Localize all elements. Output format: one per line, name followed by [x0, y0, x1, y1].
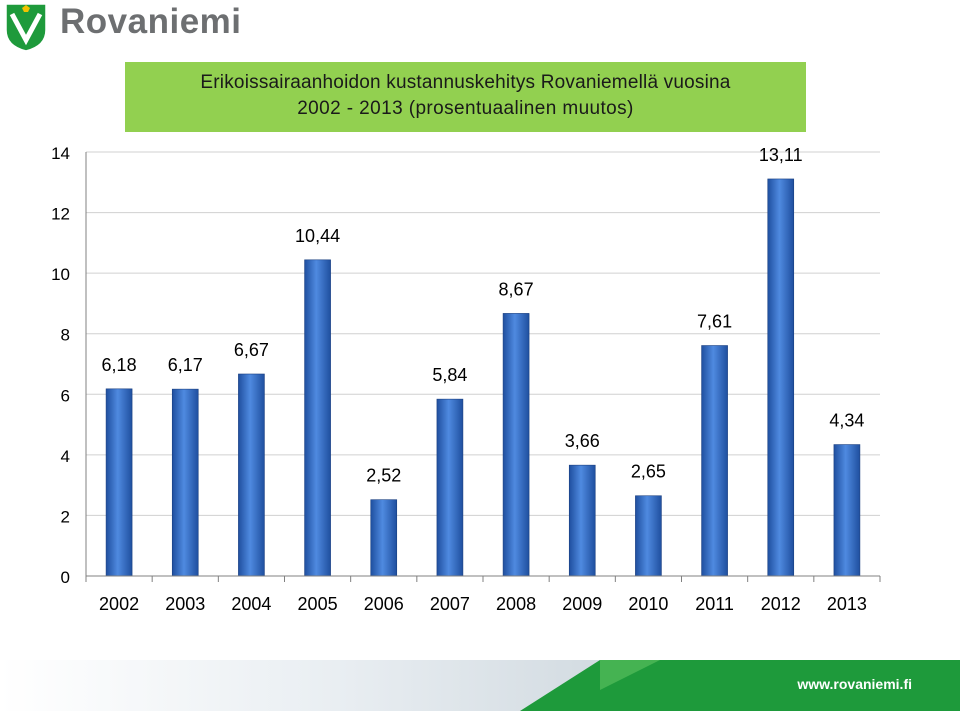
y-tick-label: 12 — [51, 205, 70, 224]
y-tick-label: 14 — [51, 144, 70, 163]
x-tick-label-2013: 2013 — [827, 594, 867, 614]
chart-title-line-2: 2002 - 2013 (prosentuaalinen muutos) — [297, 98, 634, 119]
data-label-2004: 6,67 — [234, 340, 269, 360]
footer-band — [0, 660, 960, 711]
bar-2008 — [502, 313, 530, 577]
bar-2007 — [436, 398, 464, 577]
bars — [105, 178, 861, 577]
data-label-2003: 6,17 — [168, 355, 203, 375]
gridlines — [86, 151, 880, 516]
y-tick-label: 4 — [61, 447, 70, 466]
bar-2011 — [701, 345, 728, 577]
x-tick-label-2002: 2002 — [99, 594, 139, 614]
x-tick-label-2010: 2010 — [628, 594, 668, 614]
x-tick-label-2003: 2003 — [165, 594, 205, 614]
x-tick-label-2012: 2012 — [761, 594, 801, 614]
x-tick-label-2007: 2007 — [430, 594, 470, 614]
data-label-2007: 5,84 — [432, 365, 467, 385]
y-tick-label: 2 — [61, 507, 70, 526]
x-tick-label-2009: 2009 — [562, 594, 602, 614]
bar-2009 — [568, 464, 596, 577]
x-tick-label-2006: 2006 — [364, 594, 404, 614]
website-url: www.rovaniemi.fi — [797, 676, 912, 692]
data-label-2002: 6,18 — [102, 355, 137, 375]
x-tick-label-2005: 2005 — [298, 594, 338, 614]
bar-2012 — [767, 178, 795, 577]
bar-2013 — [833, 444, 861, 577]
data-label-2006: 2,52 — [366, 466, 401, 486]
data-label-2013: 4,34 — [829, 411, 864, 431]
y-tick-label: 6 — [61, 386, 70, 405]
rovaniemi-coat-of-arms-icon — [5, 3, 47, 52]
data-label-2010: 2,65 — [631, 462, 666, 482]
y-tick-label: 8 — [61, 326, 70, 345]
x-tick-label-2011: 2011 — [695, 594, 734, 614]
bar-2006 — [370, 499, 398, 577]
bar-2005 — [304, 259, 331, 577]
bar-2004 — [238, 373, 265, 577]
bar-2003 — [171, 388, 199, 577]
chart-title-line-1: Erikoissairaanhoidon kustannuskehitys Ro… — [200, 72, 731, 93]
x-tick-label-2008: 2008 — [496, 594, 536, 614]
bar-chart: 6,18 6,17 6,67 10,44 2,52 5,84 8,67 3,66 2,65 7,6… — [51, 144, 881, 614]
data-labels: 6,18 6,17 6,67 10,44 2,52 5,84 8,67 3,66 2,65 7,6… — [102, 145, 865, 486]
data-label-2012: 13,11 — [759, 145, 803, 165]
bar-2010 — [635, 495, 662, 577]
data-label-2011: 7,61 — [697, 312, 732, 332]
data-label-2008: 8,67 — [499, 279, 534, 299]
y-tick-label: 10 — [51, 265, 70, 284]
axes: 0 2 4 6 8 10 12 14 2002 2003 2004 2005 2006 2007 2008 2… — [51, 144, 881, 614]
logo-wordmark: Rovaniemi — [60, 2, 242, 41]
header: Rovaniemi — [0, 0, 960, 56]
bar-2002 — [105, 388, 133, 577]
chart-title-box: Erikoissairaanhoidon kustannuskehitys Ro… — [125, 62, 806, 132]
x-tick-label-2004: 2004 — [231, 594, 271, 614]
data-label-2005: 10,44 — [295, 226, 340, 246]
data-label-2009: 3,66 — [565, 431, 600, 451]
y-tick-label: 0 — [61, 568, 70, 587]
